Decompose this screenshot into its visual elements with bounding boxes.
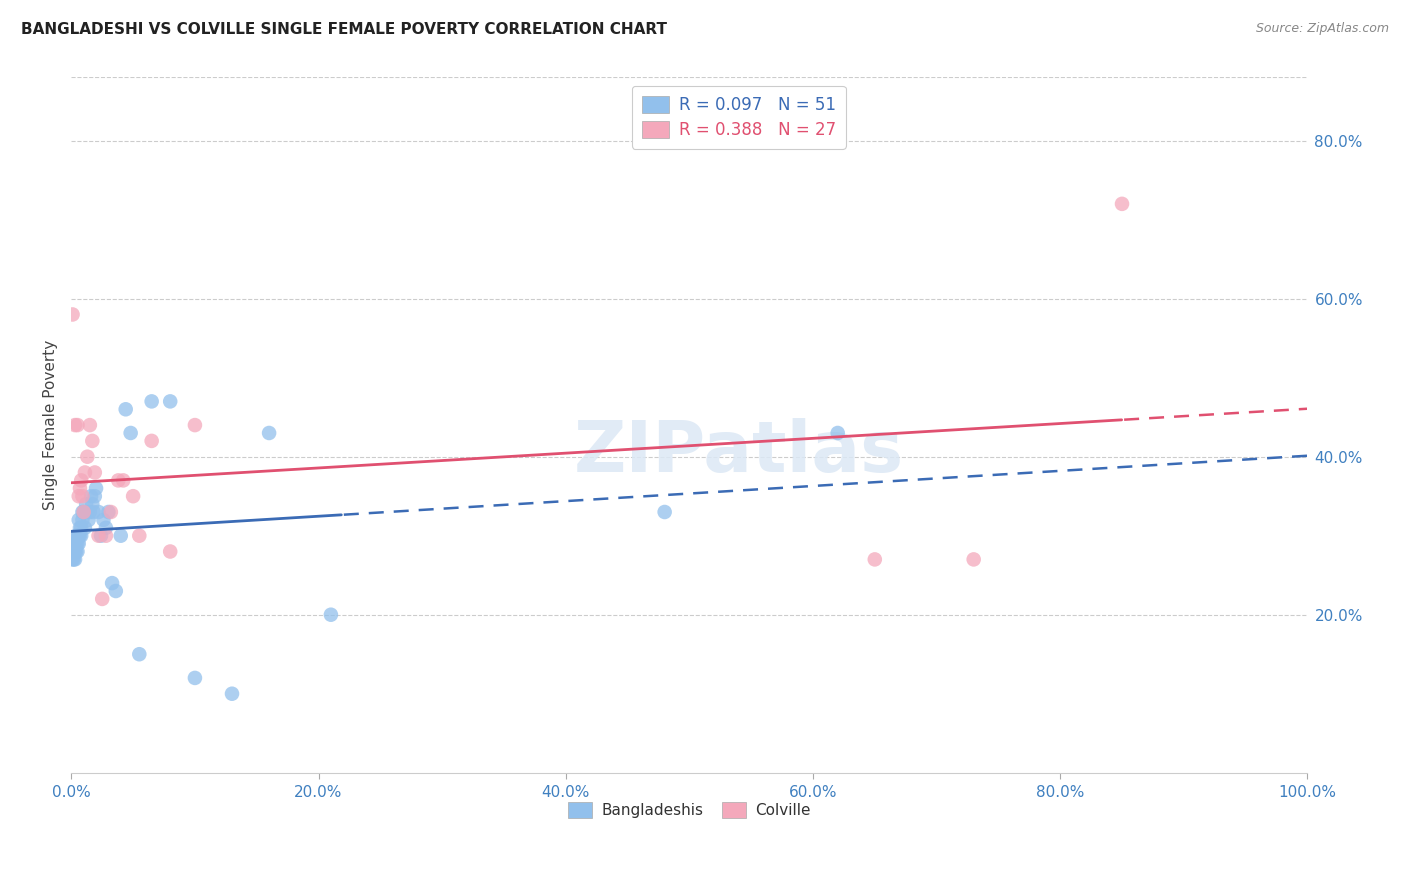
Point	[63, 544, 86, 558]
Point	[63, 418, 86, 433]
Point	[69, 521, 91, 535]
Point	[94, 529, 117, 543]
Point	[70, 521, 93, 535]
Point	[97, 505, 120, 519]
Point	[73, 505, 96, 519]
Point	[159, 544, 181, 558]
Point	[83, 505, 105, 519]
Point	[72, 489, 94, 503]
Point	[67, 536, 90, 550]
Point	[120, 425, 142, 440]
Point	[128, 647, 150, 661]
Point	[70, 474, 93, 488]
Point	[221, 687, 243, 701]
Point	[65, 536, 87, 550]
Point	[82, 434, 104, 448]
Point	[863, 552, 886, 566]
Point	[67, 489, 90, 503]
Point	[141, 394, 163, 409]
Point	[73, 521, 96, 535]
Point	[83, 466, 105, 480]
Point	[257, 425, 280, 440]
Point	[128, 529, 150, 543]
Point	[107, 474, 129, 488]
Point	[77, 513, 100, 527]
Point	[62, 552, 84, 566]
Point	[62, 552, 84, 566]
Point	[93, 513, 115, 527]
Point	[91, 591, 114, 606]
Point	[69, 529, 91, 543]
Point	[827, 425, 849, 440]
Point	[122, 489, 145, 503]
Point	[100, 505, 122, 519]
Text: ZIPatlas: ZIPatlas	[574, 418, 904, 487]
Point	[114, 402, 136, 417]
Point	[73, 505, 96, 519]
Point	[79, 418, 101, 433]
Point	[110, 529, 132, 543]
Point	[73, 466, 96, 480]
Point	[70, 529, 93, 543]
Point	[112, 474, 135, 488]
Point	[104, 584, 127, 599]
Point	[90, 529, 112, 543]
Point	[87, 529, 110, 543]
Point	[654, 505, 676, 519]
Text: Source: ZipAtlas.com: Source: ZipAtlas.com	[1256, 22, 1389, 36]
Legend: Bangladeshis, Colville: Bangladeshis, Colville	[562, 796, 817, 824]
Point	[84, 481, 107, 495]
Y-axis label: Single Female Poverty: Single Female Poverty	[44, 340, 58, 510]
Point	[82, 497, 104, 511]
Point	[65, 529, 87, 543]
Point	[66, 544, 89, 558]
Point	[184, 418, 207, 433]
Point	[63, 536, 86, 550]
Point	[76, 505, 98, 519]
Point	[72, 505, 94, 519]
Point	[62, 544, 84, 558]
Point	[83, 489, 105, 503]
Point	[66, 536, 89, 550]
Point	[184, 671, 207, 685]
Point	[62, 308, 84, 322]
Point	[1111, 197, 1133, 211]
Point	[76, 450, 98, 464]
Point	[63, 552, 86, 566]
Point	[159, 394, 181, 409]
Point	[87, 505, 110, 519]
Point	[80, 489, 103, 503]
Point	[101, 576, 124, 591]
Point	[69, 481, 91, 495]
Point	[67, 513, 90, 527]
Text: BANGLADESHI VS COLVILLE SINGLE FEMALE POVERTY CORRELATION CHART: BANGLADESHI VS COLVILLE SINGLE FEMALE PO…	[21, 22, 666, 37]
Point	[79, 505, 101, 519]
Point	[65, 544, 87, 558]
Point	[319, 607, 342, 622]
Point	[75, 497, 97, 511]
Point	[72, 513, 94, 527]
Point	[66, 529, 89, 543]
Point	[963, 552, 986, 566]
Point	[94, 521, 117, 535]
Point	[66, 418, 89, 433]
Point	[141, 434, 163, 448]
Point	[67, 529, 90, 543]
